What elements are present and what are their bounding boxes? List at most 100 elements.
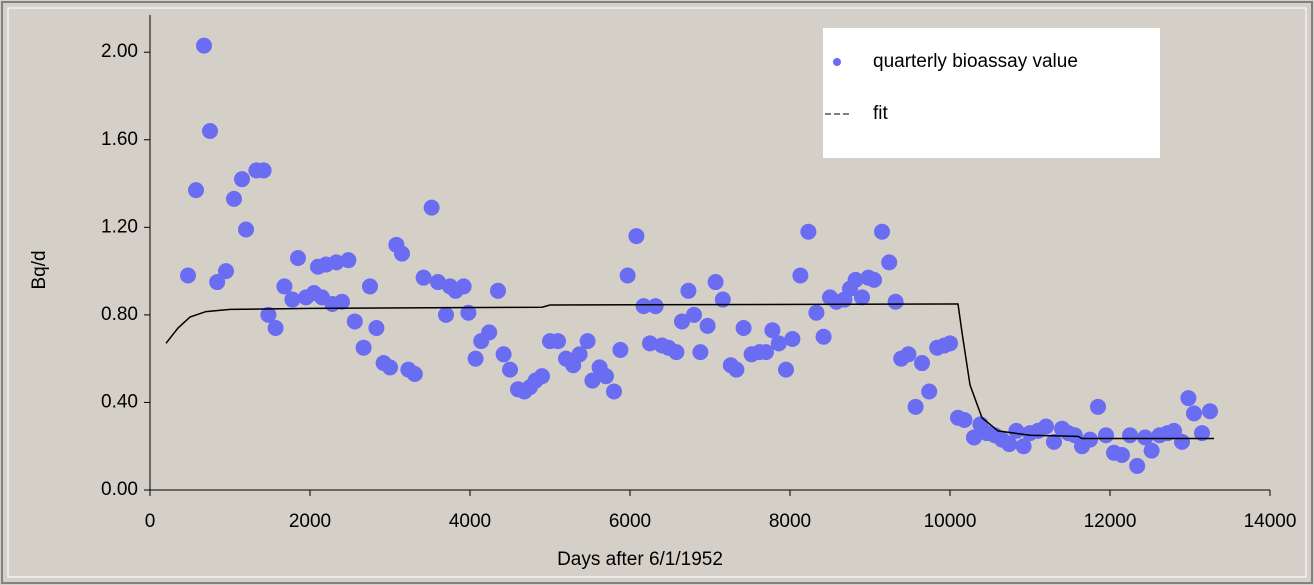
data-point bbox=[255, 162, 272, 179]
data-point bbox=[808, 304, 825, 321]
data-point bbox=[481, 324, 498, 341]
x-tick-label: 4000 bbox=[449, 511, 491, 532]
legend-label: quarterly bioassay value bbox=[873, 51, 1078, 72]
legend-swatch bbox=[833, 58, 841, 66]
data-point bbox=[234, 171, 250, 188]
data-point bbox=[467, 350, 484, 367]
data-point bbox=[1202, 403, 1218, 420]
data-point bbox=[1174, 433, 1190, 450]
data-point bbox=[966, 429, 982, 446]
data-point bbox=[1015, 438, 1032, 455]
data-point bbox=[792, 267, 809, 284]
data-point bbox=[394, 245, 410, 262]
data-point bbox=[921, 383, 938, 400]
data-point bbox=[1098, 427, 1114, 444]
y-axis-label: Bq/d bbox=[29, 250, 50, 289]
data-point bbox=[1122, 427, 1138, 444]
data-point bbox=[692, 344, 709, 361]
y-tick-label: 1.20 bbox=[101, 216, 138, 237]
data-point bbox=[668, 344, 685, 361]
data-point bbox=[490, 282, 506, 299]
data-point bbox=[202, 123, 218, 140]
data-point bbox=[290, 249, 306, 266]
data-point bbox=[260, 306, 277, 323]
data-point bbox=[686, 306, 702, 323]
data-point bbox=[642, 335, 658, 352]
data-point bbox=[887, 293, 904, 310]
data-point bbox=[368, 320, 385, 337]
data-point bbox=[1008, 422, 1025, 439]
data-point bbox=[340, 252, 357, 269]
data-point bbox=[800, 223, 817, 240]
data-point bbox=[770, 335, 787, 352]
y-tick-label: 1.60 bbox=[101, 129, 138, 150]
data-point bbox=[758, 344, 774, 361]
data-point bbox=[188, 182, 204, 199]
data-point bbox=[674, 313, 690, 330]
data-point bbox=[866, 271, 882, 288]
data-point bbox=[238, 221, 254, 238]
data-point bbox=[815, 328, 832, 345]
data-point bbox=[606, 383, 622, 400]
data-point bbox=[415, 269, 432, 286]
data-point bbox=[362, 278, 378, 295]
data-point bbox=[1137, 429, 1154, 446]
data-point bbox=[914, 355, 930, 372]
data-point bbox=[714, 291, 731, 308]
data-point bbox=[180, 267, 196, 284]
x-tick-label: 0 bbox=[145, 511, 156, 532]
x-tick-label: 8000 bbox=[769, 511, 811, 532]
data-point bbox=[942, 335, 958, 352]
data-point bbox=[406, 365, 423, 382]
data-point bbox=[430, 274, 446, 291]
data-point bbox=[218, 263, 234, 280]
y-tick-label: 0.00 bbox=[101, 479, 138, 500]
data-point bbox=[1090, 398, 1106, 415]
data-point bbox=[284, 291, 301, 308]
data-point bbox=[764, 322, 781, 339]
data-point bbox=[1114, 446, 1130, 463]
data-point bbox=[956, 411, 973, 428]
x-tick-label: 2000 bbox=[289, 511, 331, 532]
data-point bbox=[438, 306, 454, 323]
x-tick-label: 14000 bbox=[1244, 511, 1297, 532]
data-point bbox=[571, 346, 588, 363]
data-point bbox=[495, 346, 512, 363]
data-point bbox=[209, 274, 226, 291]
data-point bbox=[900, 346, 917, 363]
y-tick-label: 2.00 bbox=[101, 41, 138, 62]
data-point bbox=[778, 361, 794, 378]
data-point bbox=[612, 341, 629, 358]
data-point bbox=[455, 278, 472, 295]
data-point bbox=[907, 398, 924, 415]
x-tick-label: 6000 bbox=[609, 511, 651, 532]
data-point bbox=[874, 223, 890, 240]
data-point bbox=[619, 267, 636, 284]
data-point bbox=[460, 304, 477, 321]
data-point bbox=[598, 368, 614, 385]
data-point bbox=[584, 372, 601, 389]
y-tick-label: 0.40 bbox=[101, 391, 138, 412]
data-point bbox=[628, 228, 645, 245]
data-point bbox=[635, 298, 652, 315]
data-point bbox=[854, 289, 870, 306]
data-point bbox=[680, 282, 697, 299]
data-point bbox=[647, 298, 664, 315]
data-point bbox=[699, 317, 716, 334]
data-point bbox=[579, 333, 596, 350]
data-point bbox=[784, 330, 801, 347]
data-point bbox=[735, 320, 752, 337]
data-point bbox=[1046, 433, 1062, 450]
data-point bbox=[328, 254, 345, 271]
data-point bbox=[502, 361, 518, 378]
y-tick-label: 0.80 bbox=[101, 304, 138, 325]
data-point bbox=[1082, 431, 1098, 448]
data-point bbox=[1166, 422, 1182, 439]
frame-inner bbox=[7, 7, 1307, 578]
data-point bbox=[1001, 436, 1018, 453]
data-point bbox=[728, 361, 745, 378]
legend-label: fit bbox=[873, 103, 889, 124]
data-point bbox=[847, 271, 864, 288]
